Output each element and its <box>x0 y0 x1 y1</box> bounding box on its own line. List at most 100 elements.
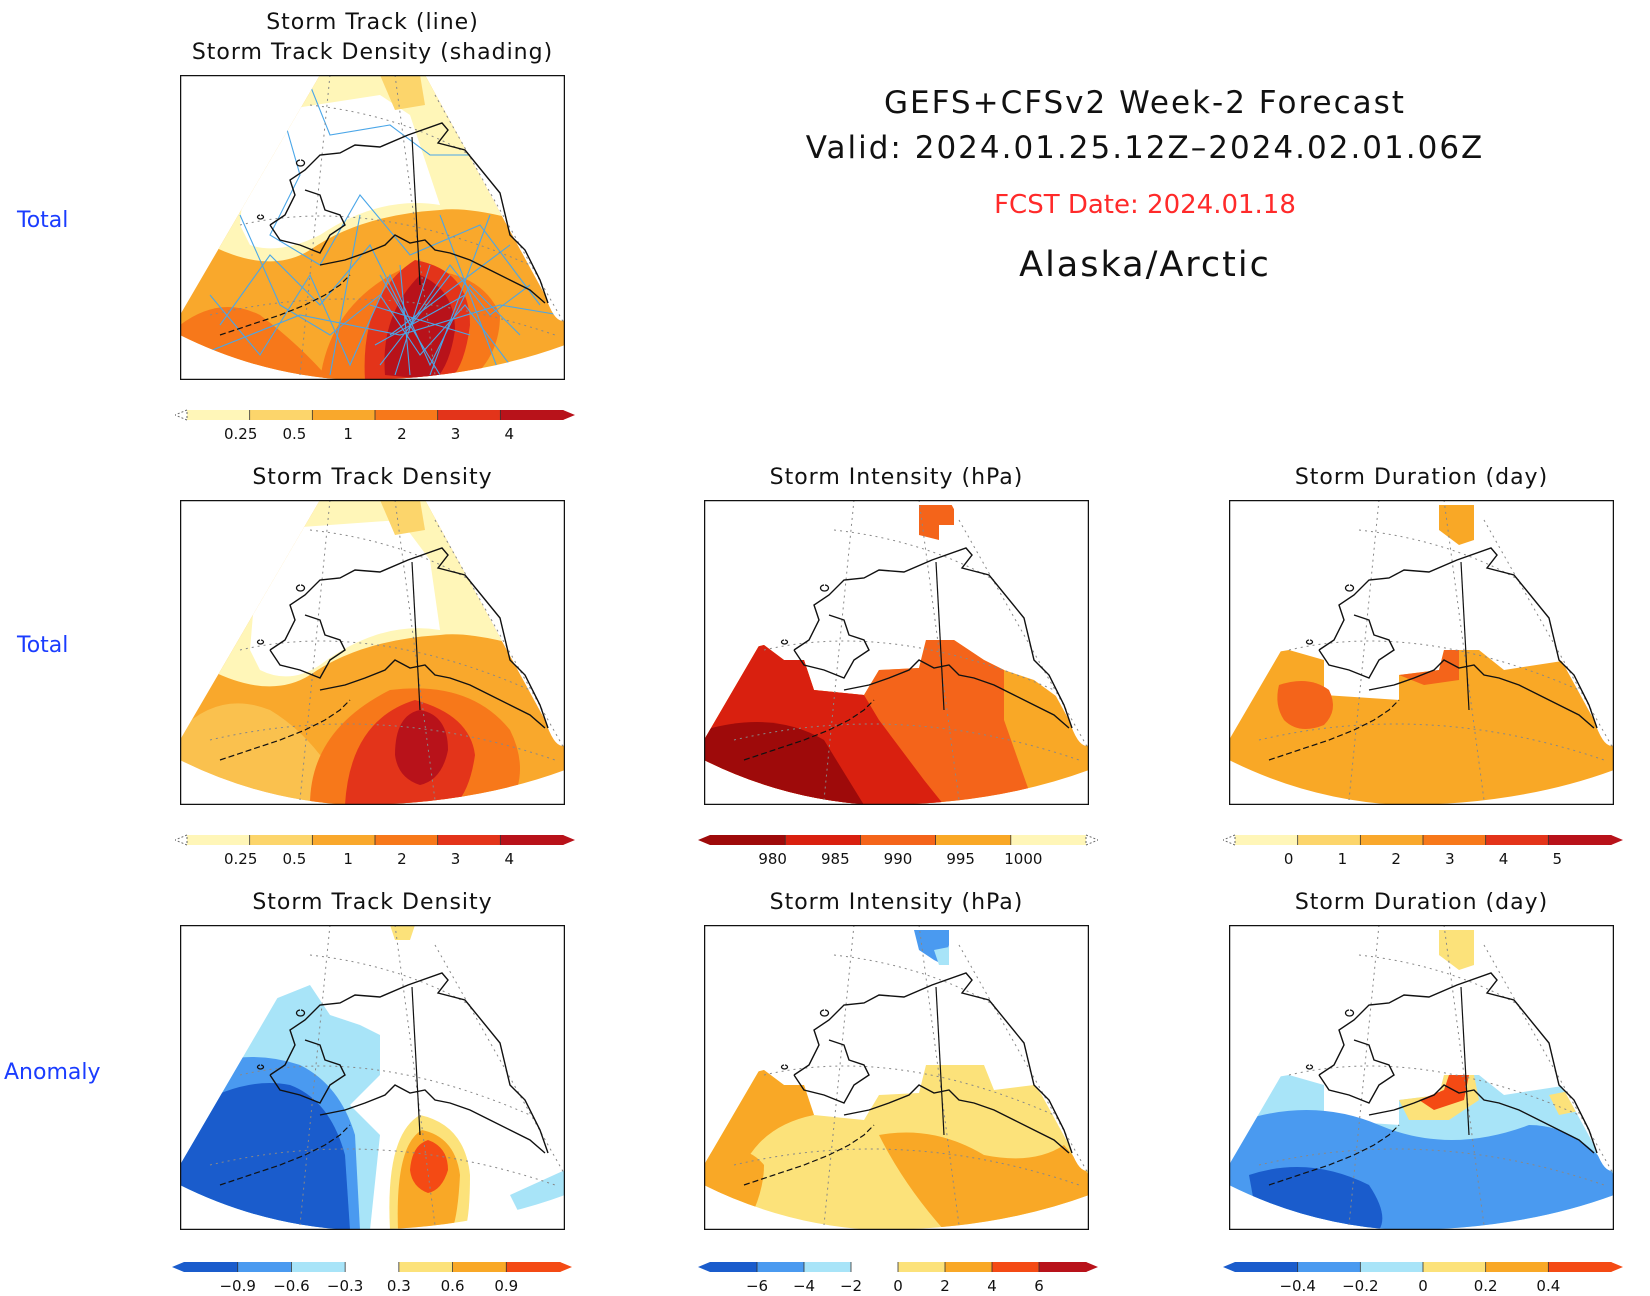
colorbar-tick-label: −0.6 <box>273 1277 310 1295</box>
colorbar-swatch <box>375 835 439 845</box>
colorbar-swatch <box>860 835 937 845</box>
colorbar-left-arrow <box>698 835 710 845</box>
colorbar-swatch <box>1423 835 1487 845</box>
colorbar-duration-anomaly: −0.4 −0.2 0 0.2 0.4 <box>1223 1260 1643 1296</box>
colorbar-swatch <box>1548 1262 1612 1272</box>
colorbar-svg <box>172 1262 572 1272</box>
colorbar-tick-label: 0.3 <box>386 1277 411 1295</box>
map-density-total <box>180 500 565 805</box>
region-label: Alaska/Arctic <box>1019 245 1271 285</box>
colorbar-left-arrow <box>172 1262 184 1272</box>
colorbar-tick-label: −2 <box>839 1277 863 1295</box>
colorbar-tick-label: −0.9 <box>219 1277 256 1295</box>
map-duration-total <box>1229 500 1614 805</box>
forecast-title: GEFS+CFSv2 Week-2 Forecast <box>884 85 1406 121</box>
colorbar-tick-label: 1 <box>343 850 353 868</box>
colorbar-swatch <box>992 1262 1040 1272</box>
colorbar-density-total-2: 0.25 0.5 1 2 3 4 <box>175 833 595 869</box>
colorbar-left-arrow <box>1223 1262 1235 1272</box>
colorbar-swatch <box>785 835 861 845</box>
row-label-anomaly: Anomaly <box>4 1060 101 1085</box>
colorbar-right-arrow <box>563 410 575 420</box>
colorbar-svg <box>1223 834 1623 846</box>
map-intensity-anomaly <box>704 925 1089 1230</box>
colorbar-swatch <box>345 1262 400 1272</box>
colorbar-tick-label: 6 <box>1034 1277 1044 1295</box>
colorbar-right-arrow <box>1611 835 1623 845</box>
colorbar-tick-label: 0 <box>1283 850 1294 868</box>
panel-title-density-anomaly: Storm Track Density <box>252 890 493 915</box>
colorbar-svg <box>698 834 1098 846</box>
colorbar-svg <box>1223 1262 1623 1272</box>
colorbar-swatch <box>1360 1262 1424 1272</box>
colorbar-tick-label: 995 <box>946 850 975 868</box>
colorbar-tick-label: 4 <box>504 425 515 443</box>
colorbar-swatch <box>1485 835 1549 845</box>
colorbar-svg <box>698 1262 1098 1272</box>
colorbar-swatch <box>312 410 376 420</box>
colorbar-swatch <box>249 410 313 420</box>
panel-title-storm-track-line: Storm Track (line) <box>266 10 479 35</box>
colorbar-swatch <box>291 1262 346 1272</box>
colorbar-swatch <box>1297 1262 1361 1272</box>
colorbar-right-arrow <box>1611 1262 1623 1272</box>
colorbar-swatch <box>898 1262 946 1272</box>
colorbar-tick-label: 0.2 <box>1473 1277 1498 1295</box>
colorbar-swatch <box>935 835 1012 845</box>
colorbar-left-arrow <box>1223 834 1236 846</box>
colorbar-swatch <box>945 1262 993 1272</box>
colorbar-right-arrow <box>1085 834 1098 846</box>
colorbar-right-arrow <box>560 1262 572 1272</box>
colorbar-swatch <box>1485 1262 1549 1272</box>
colorbar-tick-label: 3 <box>1445 850 1455 868</box>
colorbar-tick-label: 985 <box>821 850 850 868</box>
colorbar-intensity-anomaly: −6 −4 −2 0 2 4 6 <box>698 1260 1118 1296</box>
colorbar-tick-label: 0.25 <box>224 850 258 868</box>
colorbar-swatch <box>804 1262 852 1272</box>
colorbar-swatch <box>500 835 564 845</box>
map-duration-anomaly <box>1229 925 1614 1230</box>
colorbar-swatch <box>187 410 251 420</box>
colorbar-swatch <box>184 1262 239 1272</box>
colorbar-tick-label: 0.5 <box>282 425 307 443</box>
colorbar-swatch <box>1423 1262 1487 1272</box>
colorbar-tick-label: 0.9 <box>494 1277 519 1295</box>
colorbar-density-total-1: 0.25 0.5 1 2 3 4 <box>175 408 595 444</box>
colorbar-left-arrow <box>175 834 188 846</box>
colorbar-swatch <box>249 835 313 845</box>
colorbar-right-arrow <box>563 835 575 845</box>
colorbar-tick-label: −4 <box>792 1277 816 1295</box>
colorbar-swatch <box>1297 835 1361 845</box>
colorbar-tick-label: −0.4 <box>1279 1277 1316 1295</box>
colorbar-swatch <box>1039 1262 1087 1272</box>
colorbar-swatch <box>1010 835 1087 845</box>
colorbar-tick-label: 1 <box>1337 850 1348 868</box>
colorbar-tick-label: −6 <box>745 1277 769 1295</box>
colorbar-tick-label: 3 <box>450 850 461 868</box>
colorbar-swatch <box>506 1262 561 1272</box>
colorbar-right-arrow <box>1086 1262 1098 1272</box>
colorbar-tick-label: 990 <box>883 850 913 868</box>
colorbar-swatch <box>375 410 439 420</box>
panel-title-density-total: Storm Track Density <box>252 465 493 490</box>
panel-title-intensity-anomaly: Storm Intensity (hPa) <box>769 890 1024 915</box>
colorbar-swatch <box>312 835 376 845</box>
colorbar-swatch <box>1235 1262 1299 1272</box>
colorbar-svg <box>175 409 575 421</box>
colorbar-tick-label: 4 <box>987 1277 997 1295</box>
colorbar-tick-label: 2 <box>940 1277 950 1295</box>
colorbar-tick-label: −0.3 <box>326 1277 364 1295</box>
colorbar-tick-label: 2 <box>1391 850 1401 868</box>
colorbar-swatch <box>1548 835 1612 845</box>
colorbar-swatch <box>1235 835 1299 845</box>
colorbar-tick-label: 4 <box>504 850 515 868</box>
colorbar-swatch <box>437 835 501 845</box>
colorbar-tick-label: 0.4 <box>1536 1277 1561 1295</box>
colorbar-swatch <box>1360 835 1424 845</box>
panel-title-intensity-total: Storm Intensity (hPa) <box>769 465 1024 490</box>
colorbar-swatch <box>398 1262 454 1272</box>
forecast-date: FCST Date: 2024.01.18 <box>994 190 1296 220</box>
row-label-total-2: Total <box>17 633 69 658</box>
panel-title-storm-track-shading: Storm Track Density (shading) <box>191 40 554 65</box>
colorbar-density-anomaly: −0.9 −0.6 −0.3 0.3 0.6 0.9 <box>172 1260 592 1296</box>
